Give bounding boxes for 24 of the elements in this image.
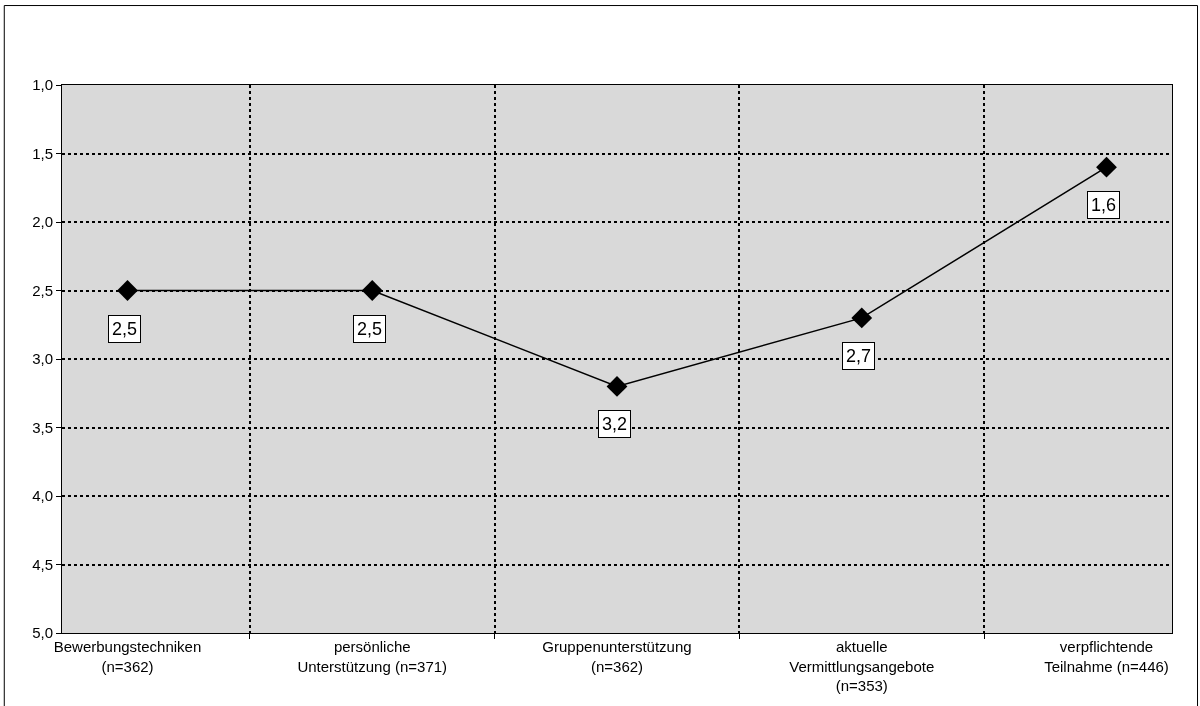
data-label: 2,7 [846,346,872,366]
x-tick-label: verpflichtende Teilnahme (n=446) [1044,638,1169,675]
y-tick-label: 4,0 [32,487,53,505]
y-tick-label: 2,0 [32,213,53,231]
y-tick-label: 3,5 [32,418,53,436]
data-label: 2,5 [357,319,383,339]
x-tick-label: aktuelle Vermittlungsangebote (n=353) [789,638,935,694]
y-tick-label: 5,0 [32,624,53,642]
point [361,280,383,301]
point [1096,156,1117,178]
y-tick-label: 4,5 [32,555,53,573]
data-label: 2,5 [112,319,138,339]
y-tick-label: 3,0 [32,350,53,368]
y-tick-label: 1,0 [32,76,53,94]
point [117,280,138,301]
x-tick-label: persönliche Unterstützung (n=371) [297,638,448,675]
y-tick-label: 2,5 [32,281,53,299]
data-label: 3,2 [602,414,628,434]
x-tick-label: Bewerbungstechniken (n=362) [53,638,202,675]
x-tick-label: Gruppenunterstützung (n=362) [542,638,692,675]
point [606,376,628,397]
y-tick-label: 1,5 [32,144,53,162]
point [851,307,873,329]
data-label: 1,6 [1091,195,1117,215]
